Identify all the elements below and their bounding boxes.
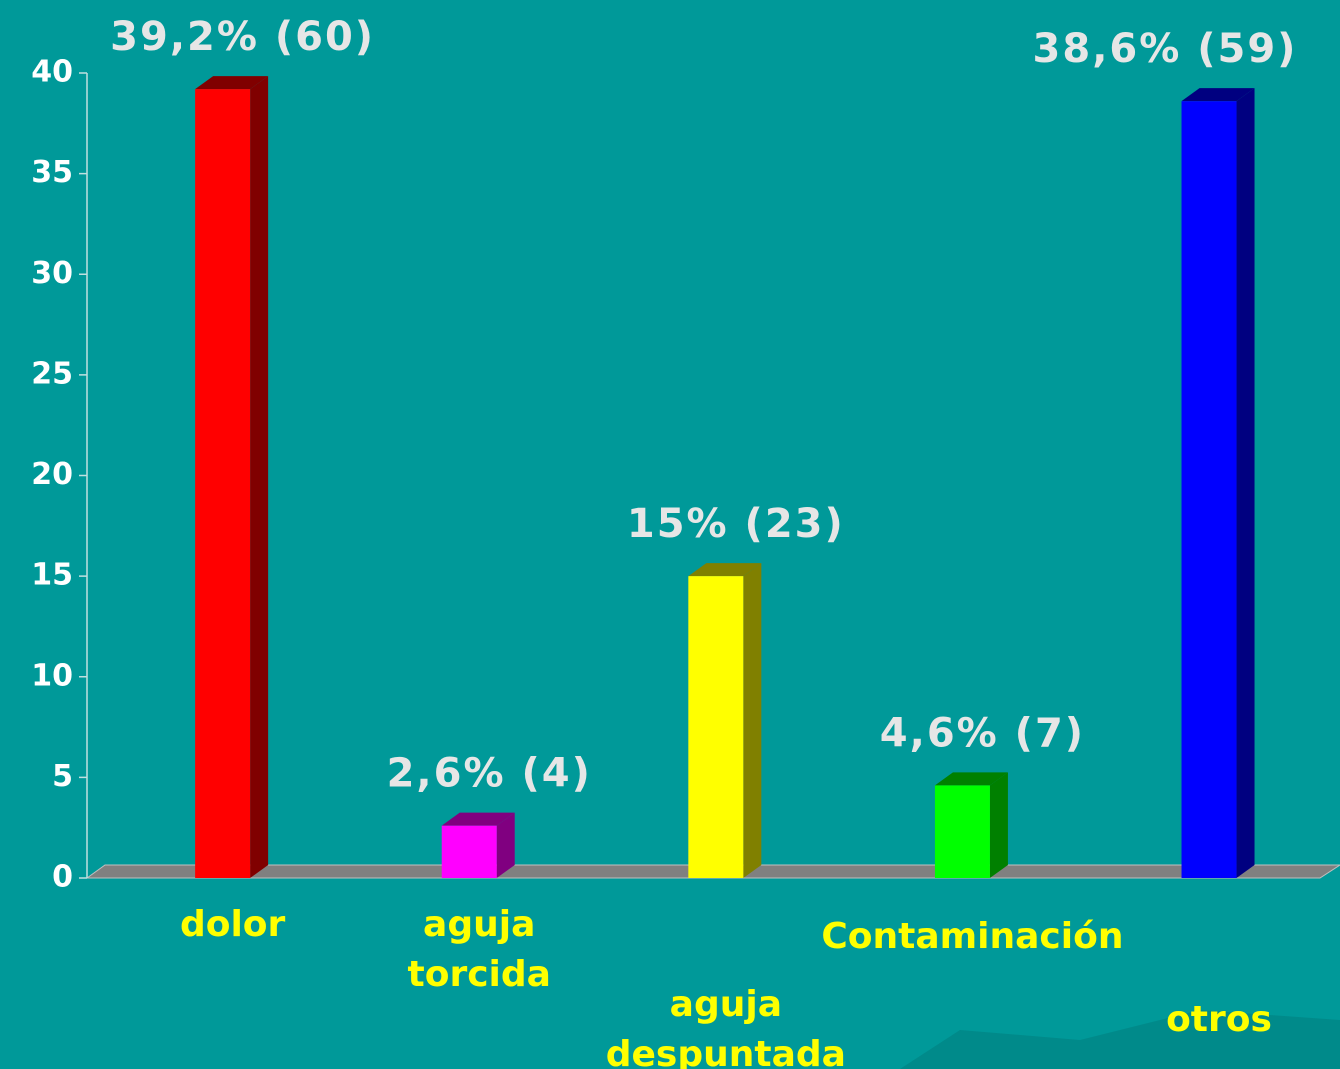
y-tick-label: 35 bbox=[31, 155, 73, 190]
bar bbox=[934, 785, 990, 878]
y-tick-label: 30 bbox=[31, 256, 73, 291]
y-tick-label: 5 bbox=[52, 759, 73, 794]
y-tick-label: 25 bbox=[31, 356, 73, 391]
y-tick-label: 20 bbox=[31, 457, 73, 492]
value-label: 39,2% (60) bbox=[110, 14, 375, 60]
value-label: 15% (23) bbox=[627, 501, 845, 547]
value-label: 4,6% (7) bbox=[880, 710, 1085, 756]
y-tick-label: 0 bbox=[52, 860, 73, 895]
x-tick-label: Contaminación bbox=[821, 916, 1124, 957]
bar-side bbox=[743, 563, 762, 878]
bar-top bbox=[934, 772, 1008, 786]
bar bbox=[1181, 101, 1237, 879]
x-tick-label: aguja despuntada bbox=[605, 984, 846, 1069]
x-tick-label: aguja torcida bbox=[407, 904, 551, 995]
bar-side bbox=[496, 812, 515, 878]
bar bbox=[441, 825, 497, 878]
bar bbox=[195, 89, 251, 879]
value-label: 38,6% (59) bbox=[1033, 26, 1298, 72]
bar-top bbox=[1181, 88, 1255, 102]
x-tick-label: otros bbox=[1166, 999, 1272, 1040]
bar-side bbox=[1236, 88, 1255, 879]
x-tick-label: dolor bbox=[179, 904, 286, 945]
bar bbox=[688, 576, 744, 878]
background-shape bbox=[900, 1010, 1340, 1069]
y-tick-label: 10 bbox=[31, 658, 73, 693]
bar-top bbox=[688, 563, 762, 577]
value-label: 2,6% (4) bbox=[387, 751, 592, 797]
y-tick-label: 15 bbox=[31, 558, 73, 593]
bar-side bbox=[250, 76, 269, 879]
bar-top bbox=[441, 812, 515, 826]
bar-top bbox=[195, 76, 269, 90]
bar-side bbox=[989, 772, 1008, 878]
y-tick-label: 40 bbox=[31, 55, 73, 90]
